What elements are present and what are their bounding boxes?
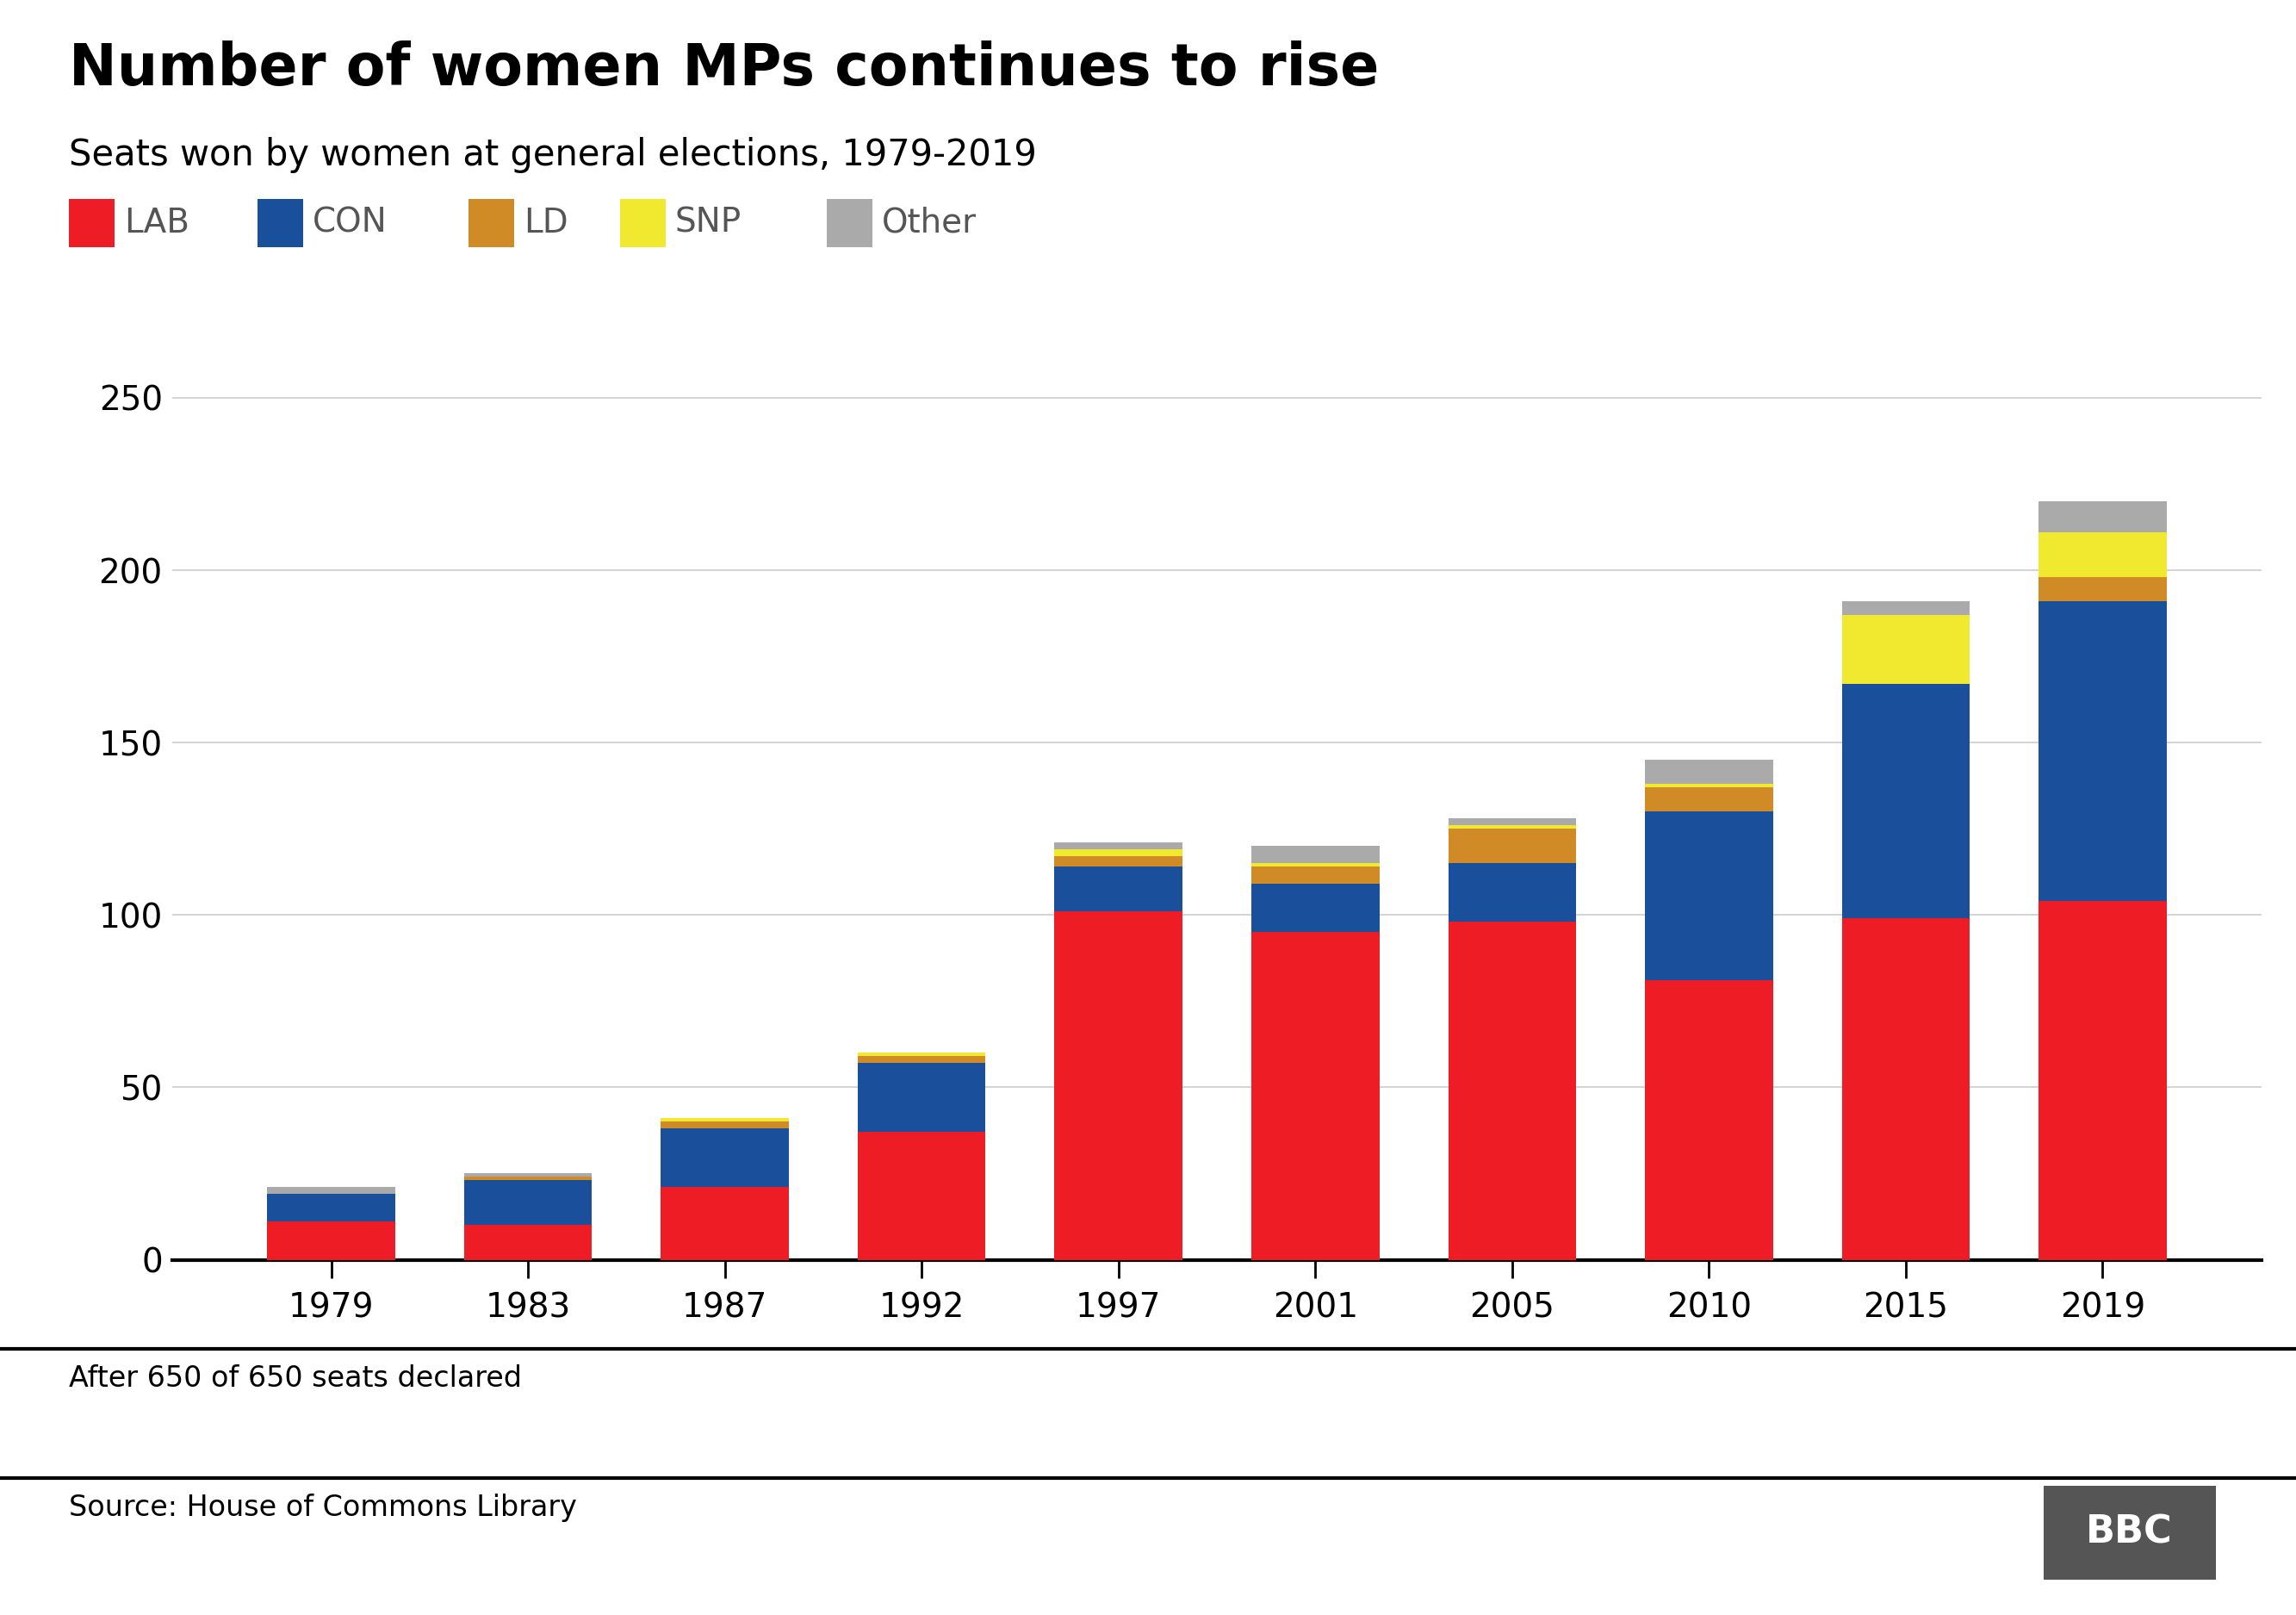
Bar — [1054, 843, 1182, 849]
Bar — [1251, 846, 1380, 864]
Bar — [1449, 825, 1575, 828]
Bar — [266, 1193, 395, 1223]
Bar — [266, 1223, 395, 1260]
Bar — [1841, 601, 1970, 615]
Bar — [1841, 615, 1970, 685]
Bar — [464, 1177, 592, 1181]
Bar — [2039, 577, 2167, 601]
Bar — [464, 1226, 592, 1260]
Bar — [2039, 533, 2167, 577]
Bar — [859, 1063, 985, 1132]
Bar — [859, 1056, 985, 1063]
Bar — [661, 1122, 790, 1129]
Bar — [1449, 922, 1575, 1260]
Text: BBC: BBC — [2087, 1515, 2172, 1550]
Bar — [661, 1118, 790, 1122]
Text: LD: LD — [523, 207, 567, 239]
Bar — [1644, 980, 1773, 1260]
Text: Seats won by women at general elections, 1979-2019: Seats won by women at general elections,… — [69, 137, 1038, 173]
Bar — [1644, 783, 1773, 788]
Bar — [1449, 819, 1575, 825]
Text: Other: Other — [882, 207, 976, 239]
Bar — [1251, 883, 1380, 932]
Bar — [1644, 811, 1773, 980]
Text: Source: House of Commons Library: Source: House of Commons Library — [69, 1494, 576, 1523]
Bar — [859, 1053, 985, 1056]
Bar — [1644, 788, 1773, 811]
Bar — [1251, 932, 1380, 1260]
Bar — [859, 1132, 985, 1260]
Bar — [1054, 867, 1182, 911]
Bar — [2039, 601, 2167, 901]
Bar — [1449, 864, 1575, 922]
Bar — [661, 1187, 790, 1260]
Bar — [1054, 856, 1182, 867]
Bar — [1054, 911, 1182, 1260]
Bar — [1841, 685, 1970, 919]
Bar — [1449, 828, 1575, 864]
Bar — [2039, 501, 2167, 533]
Bar — [1251, 864, 1380, 867]
Bar — [661, 1129, 790, 1187]
Bar — [464, 1181, 592, 1226]
Text: SNP: SNP — [675, 207, 742, 239]
Bar — [1841, 919, 1970, 1260]
Bar — [1644, 759, 1773, 783]
Bar — [2039, 901, 2167, 1260]
Bar — [1251, 867, 1380, 883]
Text: CON: CON — [312, 207, 388, 239]
Bar — [464, 1174, 592, 1177]
Text: LAB: LAB — [124, 207, 191, 239]
Bar — [266, 1187, 395, 1193]
Text: After 650 of 650 seats declared: After 650 of 650 seats declared — [69, 1365, 521, 1394]
Bar — [1054, 849, 1182, 856]
Text: Number of women MPs continues to rise: Number of women MPs continues to rise — [69, 40, 1380, 97]
